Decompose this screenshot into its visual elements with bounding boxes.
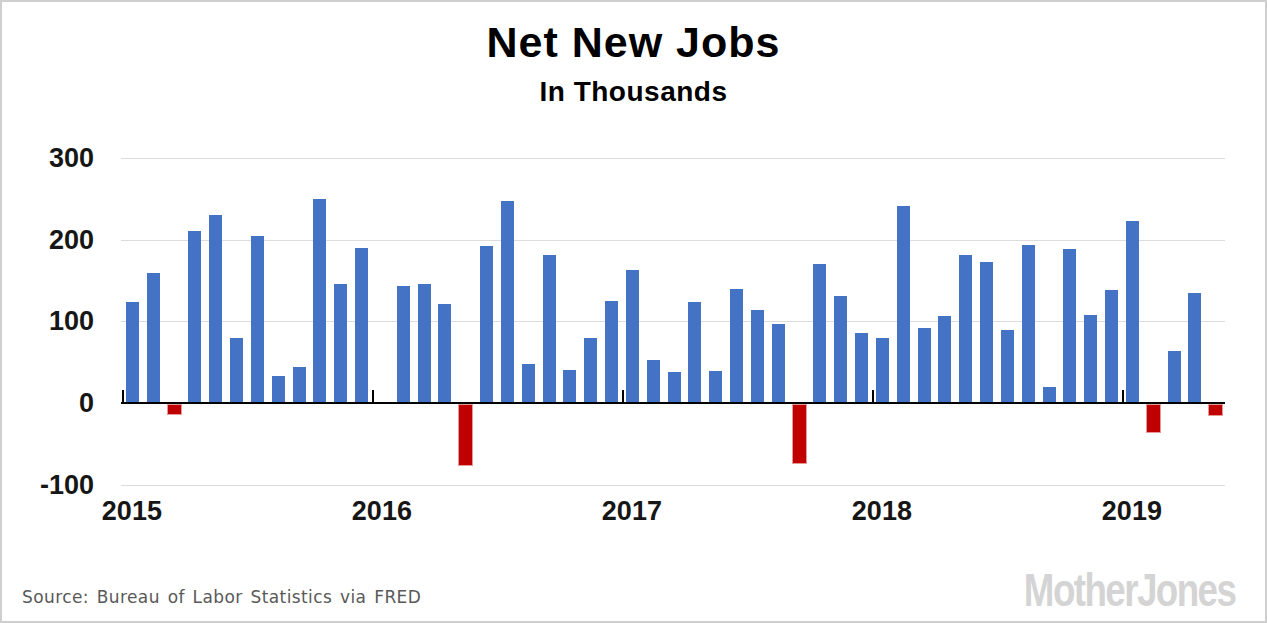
- gridline-300: [121, 158, 1225, 159]
- y-axis-label-200: 200: [2, 225, 94, 255]
- mother-jones-logo: MotherJones: [1024, 563, 1235, 617]
- bar-Nov-2018: [1084, 315, 1097, 402]
- bar-Apr-2017: [688, 302, 701, 402]
- x-axis-tick-2019: [1122, 390, 1124, 403]
- gridline-200: [121, 240, 1225, 241]
- x-axis-label-2016: 2016: [322, 496, 442, 527]
- y-axis-label-0: 0: [2, 388, 94, 418]
- bar-Oct-2017: [813, 264, 826, 402]
- bar-Aug-2016: [522, 364, 535, 402]
- bar-Dec-2015: [355, 248, 368, 402]
- bar-May-2017: [709, 371, 722, 402]
- bar-Sep-2017: [792, 404, 807, 464]
- x-axis-tick-2016: [372, 390, 374, 403]
- bar-Apr-2018: [938, 316, 951, 402]
- bar-Apr-2015: [188, 231, 201, 402]
- bar-Apr-2019: [1188, 293, 1201, 402]
- chart-subtitle: In Thousands: [2, 76, 1265, 108]
- bar-Nov-2016: [584, 338, 597, 402]
- source-note: Source: Bureau of Labor Statistics via F…: [22, 587, 421, 607]
- bar-Oct-2016: [563, 370, 576, 402]
- chart-title: Net New Jobs: [2, 18, 1265, 67]
- bar-May-2018: [959, 255, 972, 402]
- bar-Jun-2017: [730, 289, 743, 402]
- bar-May-2016: [458, 404, 473, 466]
- bar-Jan-2018: [876, 338, 889, 402]
- bar-Aug-2018: [1022, 245, 1035, 402]
- bar-Mar-2018: [918, 328, 931, 402]
- bar-Jan-2017: [626, 270, 639, 402]
- x-axis-tick-2018: [872, 390, 874, 403]
- bar-Feb-2015: [147, 273, 160, 402]
- bar-Feb-2018: [897, 206, 910, 402]
- bar-Dec-2016: [605, 301, 618, 402]
- bar-Oct-2015: [313, 199, 326, 402]
- x-axis-label-2018: 2018: [822, 496, 942, 527]
- bar-Jan-2015: [126, 302, 139, 402]
- bar-Jul-2018: [1001, 330, 1014, 402]
- bar-Sep-2015: [293, 367, 306, 402]
- bar-Jun-2016: [480, 246, 493, 402]
- gridline--100: [121, 485, 1225, 486]
- bar-Jun-2018: [980, 262, 993, 402]
- bar-Aug-2015: [272, 376, 285, 402]
- bar-Sep-2016: [543, 255, 556, 402]
- x-axis-label-2017: 2017: [572, 496, 692, 527]
- gridline-100: [121, 321, 1225, 322]
- x-axis-label-2019: 2019: [1072, 496, 1192, 527]
- bar-Nov-2015: [334, 284, 347, 402]
- x-axis-line: [121, 402, 1225, 404]
- bar-Aug-2017: [772, 324, 785, 402]
- bar-Sep-2018: [1043, 387, 1056, 402]
- bar-Jul-2016: [501, 201, 514, 402]
- bar-Jun-2015: [230, 338, 243, 402]
- y-axis-label-300: 300: [2, 143, 94, 173]
- bar-Mar-2019: [1168, 351, 1181, 402]
- bar-Jul-2015: [251, 236, 264, 402]
- bar-Feb-2017: [647, 360, 660, 402]
- bar-Jul-2017: [751, 310, 764, 402]
- chart-frame: Net New Jobs In Thousands 3002001000-100…: [0, 0, 1267, 623]
- bar-Mar-2016: [418, 284, 431, 402]
- y-axis-label-100: 100: [2, 306, 94, 336]
- bar-May-2019: [1208, 404, 1223, 416]
- bar-Oct-2018: [1063, 249, 1076, 402]
- bar-Jan-2019: [1126, 221, 1139, 402]
- x-axis-label-2015: 2015: [72, 496, 192, 527]
- x-axis-tick-2015: [122, 390, 124, 403]
- bar-Dec-2018: [1105, 290, 1118, 402]
- bar-May-2015: [209, 215, 222, 402]
- x-axis-tick-2017: [622, 390, 624, 403]
- bar-Feb-2016: [397, 286, 410, 402]
- bar-Feb-2019: [1146, 404, 1161, 433]
- bar-Nov-2017: [834, 296, 847, 402]
- bar-Mar-2015: [167, 404, 182, 415]
- bar-Apr-2016: [438, 304, 451, 402]
- bar-Dec-2017: [855, 333, 868, 402]
- bar-Mar-2017: [668, 372, 681, 402]
